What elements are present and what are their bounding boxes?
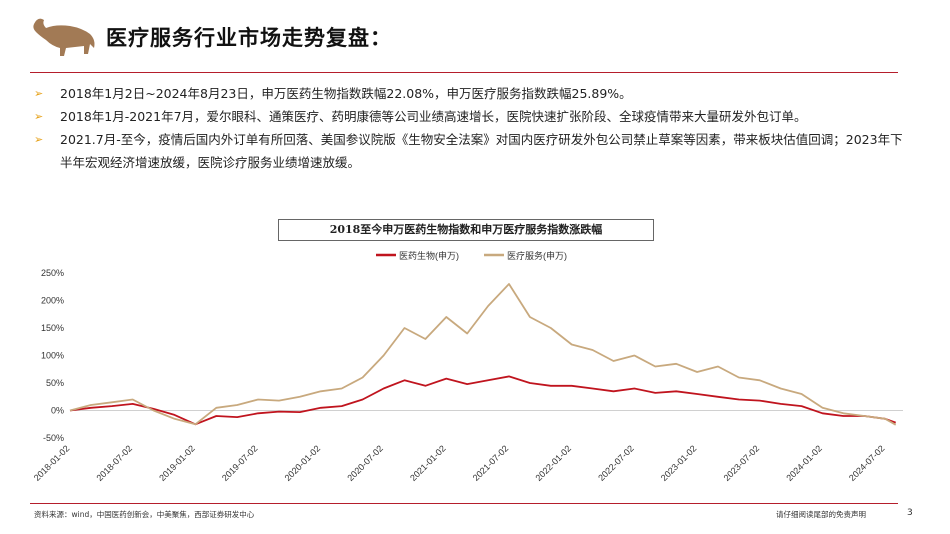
chart-title: 2018至今申万医药生物指数和申万医疗服务指数涨跌幅 — [278, 219, 654, 241]
legend-label: 医疗服务(申万) — [507, 250, 567, 261]
x-axis: 2018-01-02 2018-07-02 2019-01-02 2019-07-02… — [32, 443, 887, 483]
y-tick-label: 50% — [46, 378, 64, 388]
x-tick-label: 2024-01-02 — [784, 443, 824, 483]
legend-label: 医药生物(申万) — [399, 250, 459, 261]
page-number: 3 — [907, 508, 913, 518]
disclaimer-link[interactable]: 请仔细阅读尾部的免责声明 — [776, 510, 866, 519]
chart-legend: 医药生物(申万) 医疗服务(申万) — [376, 250, 567, 261]
x-tick-label: 2018-07-02 — [94, 443, 134, 483]
bullet-list: ➢ 2018年1月2日~2024年8月23日，申万医药生物指数跌幅22.08%，… — [34, 82, 914, 174]
y-tick-label: 250% — [41, 268, 64, 278]
y-axis: 250% 200% 150% 100% 50% 0% -50% — [41, 268, 903, 443]
y-tick-label: 0% — [51, 406, 64, 416]
x-tick-label: 2020-01-02 — [283, 443, 323, 483]
source-note: 资料来源：wind，中国医药创新会，中美聚焦，西部证券研发中心 — [34, 510, 255, 519]
x-tick-label: 2022-07-02 — [596, 443, 636, 483]
page-title: 医疗服务行业市场走势复盘： — [106, 25, 392, 50]
y-tick-label: 100% — [41, 351, 64, 361]
bullet-text: 2018年1月-2021年7月，爱尔眼科、通策医疗、药明康德等公司业绩高速增长，… — [60, 109, 807, 124]
x-tick-label: 2019-07-02 — [220, 443, 260, 483]
chart-series — [69, 283, 897, 426]
bullet-item: ➢ 2018年1月2日~2024年8月23日，申万医药生物指数跌幅22.08%，… — [34, 82, 914, 105]
footer-divider — [30, 503, 898, 504]
x-tick-label: 2021-07-02 — [471, 443, 511, 483]
x-tick-label: 2018-01-02 — [32, 443, 72, 483]
x-tick-label: 2021-01-02 — [408, 443, 448, 483]
arrow-bullet-icon: ➢ — [34, 133, 44, 146]
arrow-bullet-icon: ➢ — [34, 110, 44, 123]
x-tick-label: 2024-07-02 — [847, 443, 887, 483]
bullet-text: 2021.7月-至今，疫情后国内外订单有所回落、美国参议院版《生物安全法案》对国… — [60, 132, 903, 170]
series-line — [69, 283, 897, 426]
x-tick-label: 2023-07-02 — [722, 443, 762, 483]
y-tick-label: 200% — [41, 296, 64, 306]
header-divider — [30, 72, 898, 73]
x-tick-label: 2023-01-02 — [659, 443, 699, 483]
x-tick-label: 2020-07-02 — [345, 443, 385, 483]
bullet-text: 2018年1月2日~2024年8月23日，申万医药生物指数跌幅22.08%，申万… — [60, 86, 632, 101]
bullet-item: ➢ 2018年1月-2021年7月，爱尔眼科、通策医疗、药明康德等公司业绩高速增… — [34, 105, 914, 128]
series-line — [69, 375, 897, 426]
arrow-bullet-icon: ➢ — [34, 87, 44, 100]
y-tick-label: 150% — [41, 323, 64, 333]
x-tick-label: 2019-01-02 — [157, 443, 197, 483]
x-tick-label: 2022-01-02 — [533, 443, 573, 483]
bullet-item: ➢ 2021.7月-至今，疫情后国内外订单有所回落、美国参议院版《生物安全法案》… — [34, 128, 914, 174]
bull-logo-icon — [33, 18, 95, 57]
y-tick-label: -50% — [43, 433, 64, 443]
